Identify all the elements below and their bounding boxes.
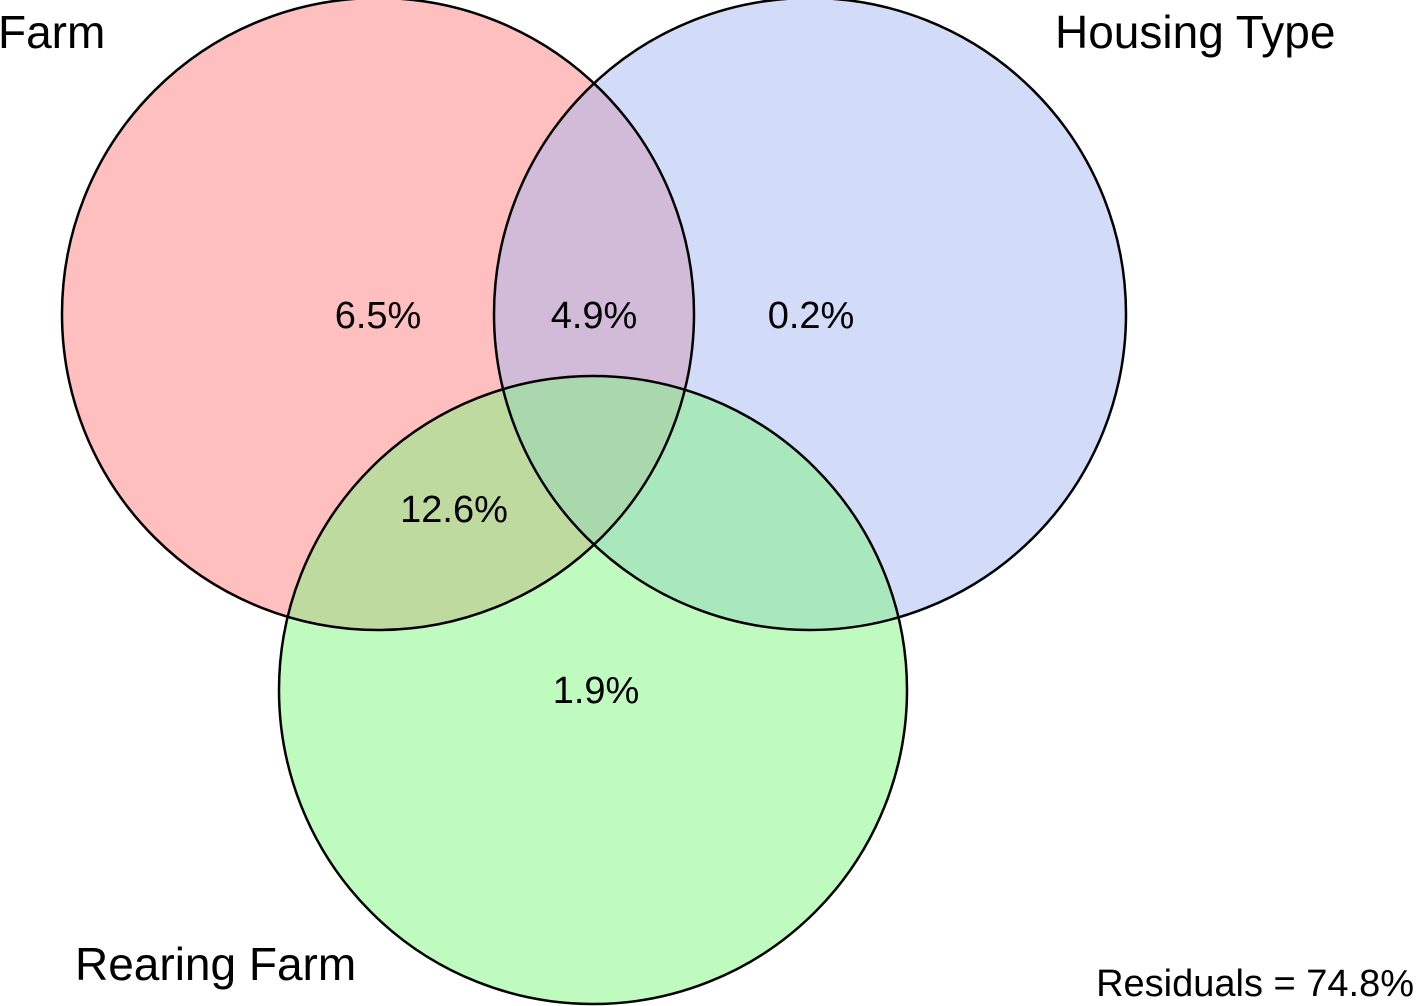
housing-type-circle-outline [492,0,1128,632]
rearing-farm-circle [279,376,907,1004]
farm-housing-overlap-value: 4.9% [551,295,638,337]
farm-circle-outline [60,0,696,632]
set-fills [62,0,1126,1004]
set-outlines [60,0,1128,1006]
residuals-label: Residuals = 74.8% [1096,963,1414,1005]
housing-only-value: 0.2% [768,295,855,337]
rearing-farm-circle-outline [277,374,909,1006]
farm-label: Farm [0,6,105,58]
farm-rearing-overlap-value: 12.6% [400,489,508,531]
housing-type-label: Housing Type [1055,6,1335,58]
rearing-only-value: 1.9% [553,670,640,712]
farm-only-value: 6.5% [335,295,422,337]
rearing-farm-label: Rearing Farm [75,938,356,990]
